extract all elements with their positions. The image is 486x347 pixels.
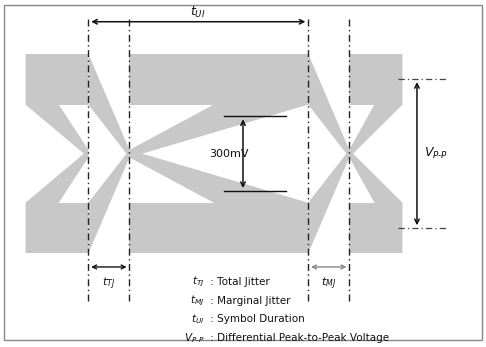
Polygon shape [26, 54, 88, 104]
Polygon shape [88, 54, 129, 158]
Text: $t_{MJ}$: $t_{MJ}$ [190, 294, 204, 308]
Polygon shape [349, 54, 402, 104]
Text: $V_{P\text{-}P}$: $V_{P\text{-}P}$ [184, 331, 204, 345]
Text: $t_{UI}$: $t_{UI}$ [191, 313, 204, 326]
Polygon shape [26, 150, 88, 253]
Text: 300mV: 300mV [209, 149, 249, 159]
Polygon shape [129, 203, 308, 253]
Text: $t_{UI}$: $t_{UI}$ [191, 5, 206, 20]
Text: : Symbol Duration: : Symbol Duration [207, 314, 305, 324]
Text: : Total Jitter: : Total Jitter [207, 277, 270, 287]
Text: $t_{MJ}$: $t_{MJ}$ [321, 276, 336, 292]
Polygon shape [349, 203, 402, 253]
Text: $V_{P\text{-}P}$: $V_{P\text{-}P}$ [424, 146, 449, 161]
Polygon shape [26, 203, 88, 253]
Polygon shape [349, 54, 402, 158]
Text: : Marginal Jitter: : Marginal Jitter [207, 296, 290, 306]
Polygon shape [129, 54, 308, 104]
Text: $t_{TJ}$: $t_{TJ}$ [103, 276, 116, 292]
Polygon shape [26, 54, 88, 158]
Text: : Differential Peak-to-Peak Voltage: : Differential Peak-to-Peak Voltage [207, 333, 389, 343]
Polygon shape [308, 54, 349, 158]
Polygon shape [129, 150, 308, 253]
Polygon shape [88, 150, 129, 253]
Polygon shape [129, 54, 308, 158]
Text: $t_{TJ}$: $t_{TJ}$ [192, 275, 204, 289]
Polygon shape [349, 150, 402, 253]
Polygon shape [308, 150, 349, 253]
